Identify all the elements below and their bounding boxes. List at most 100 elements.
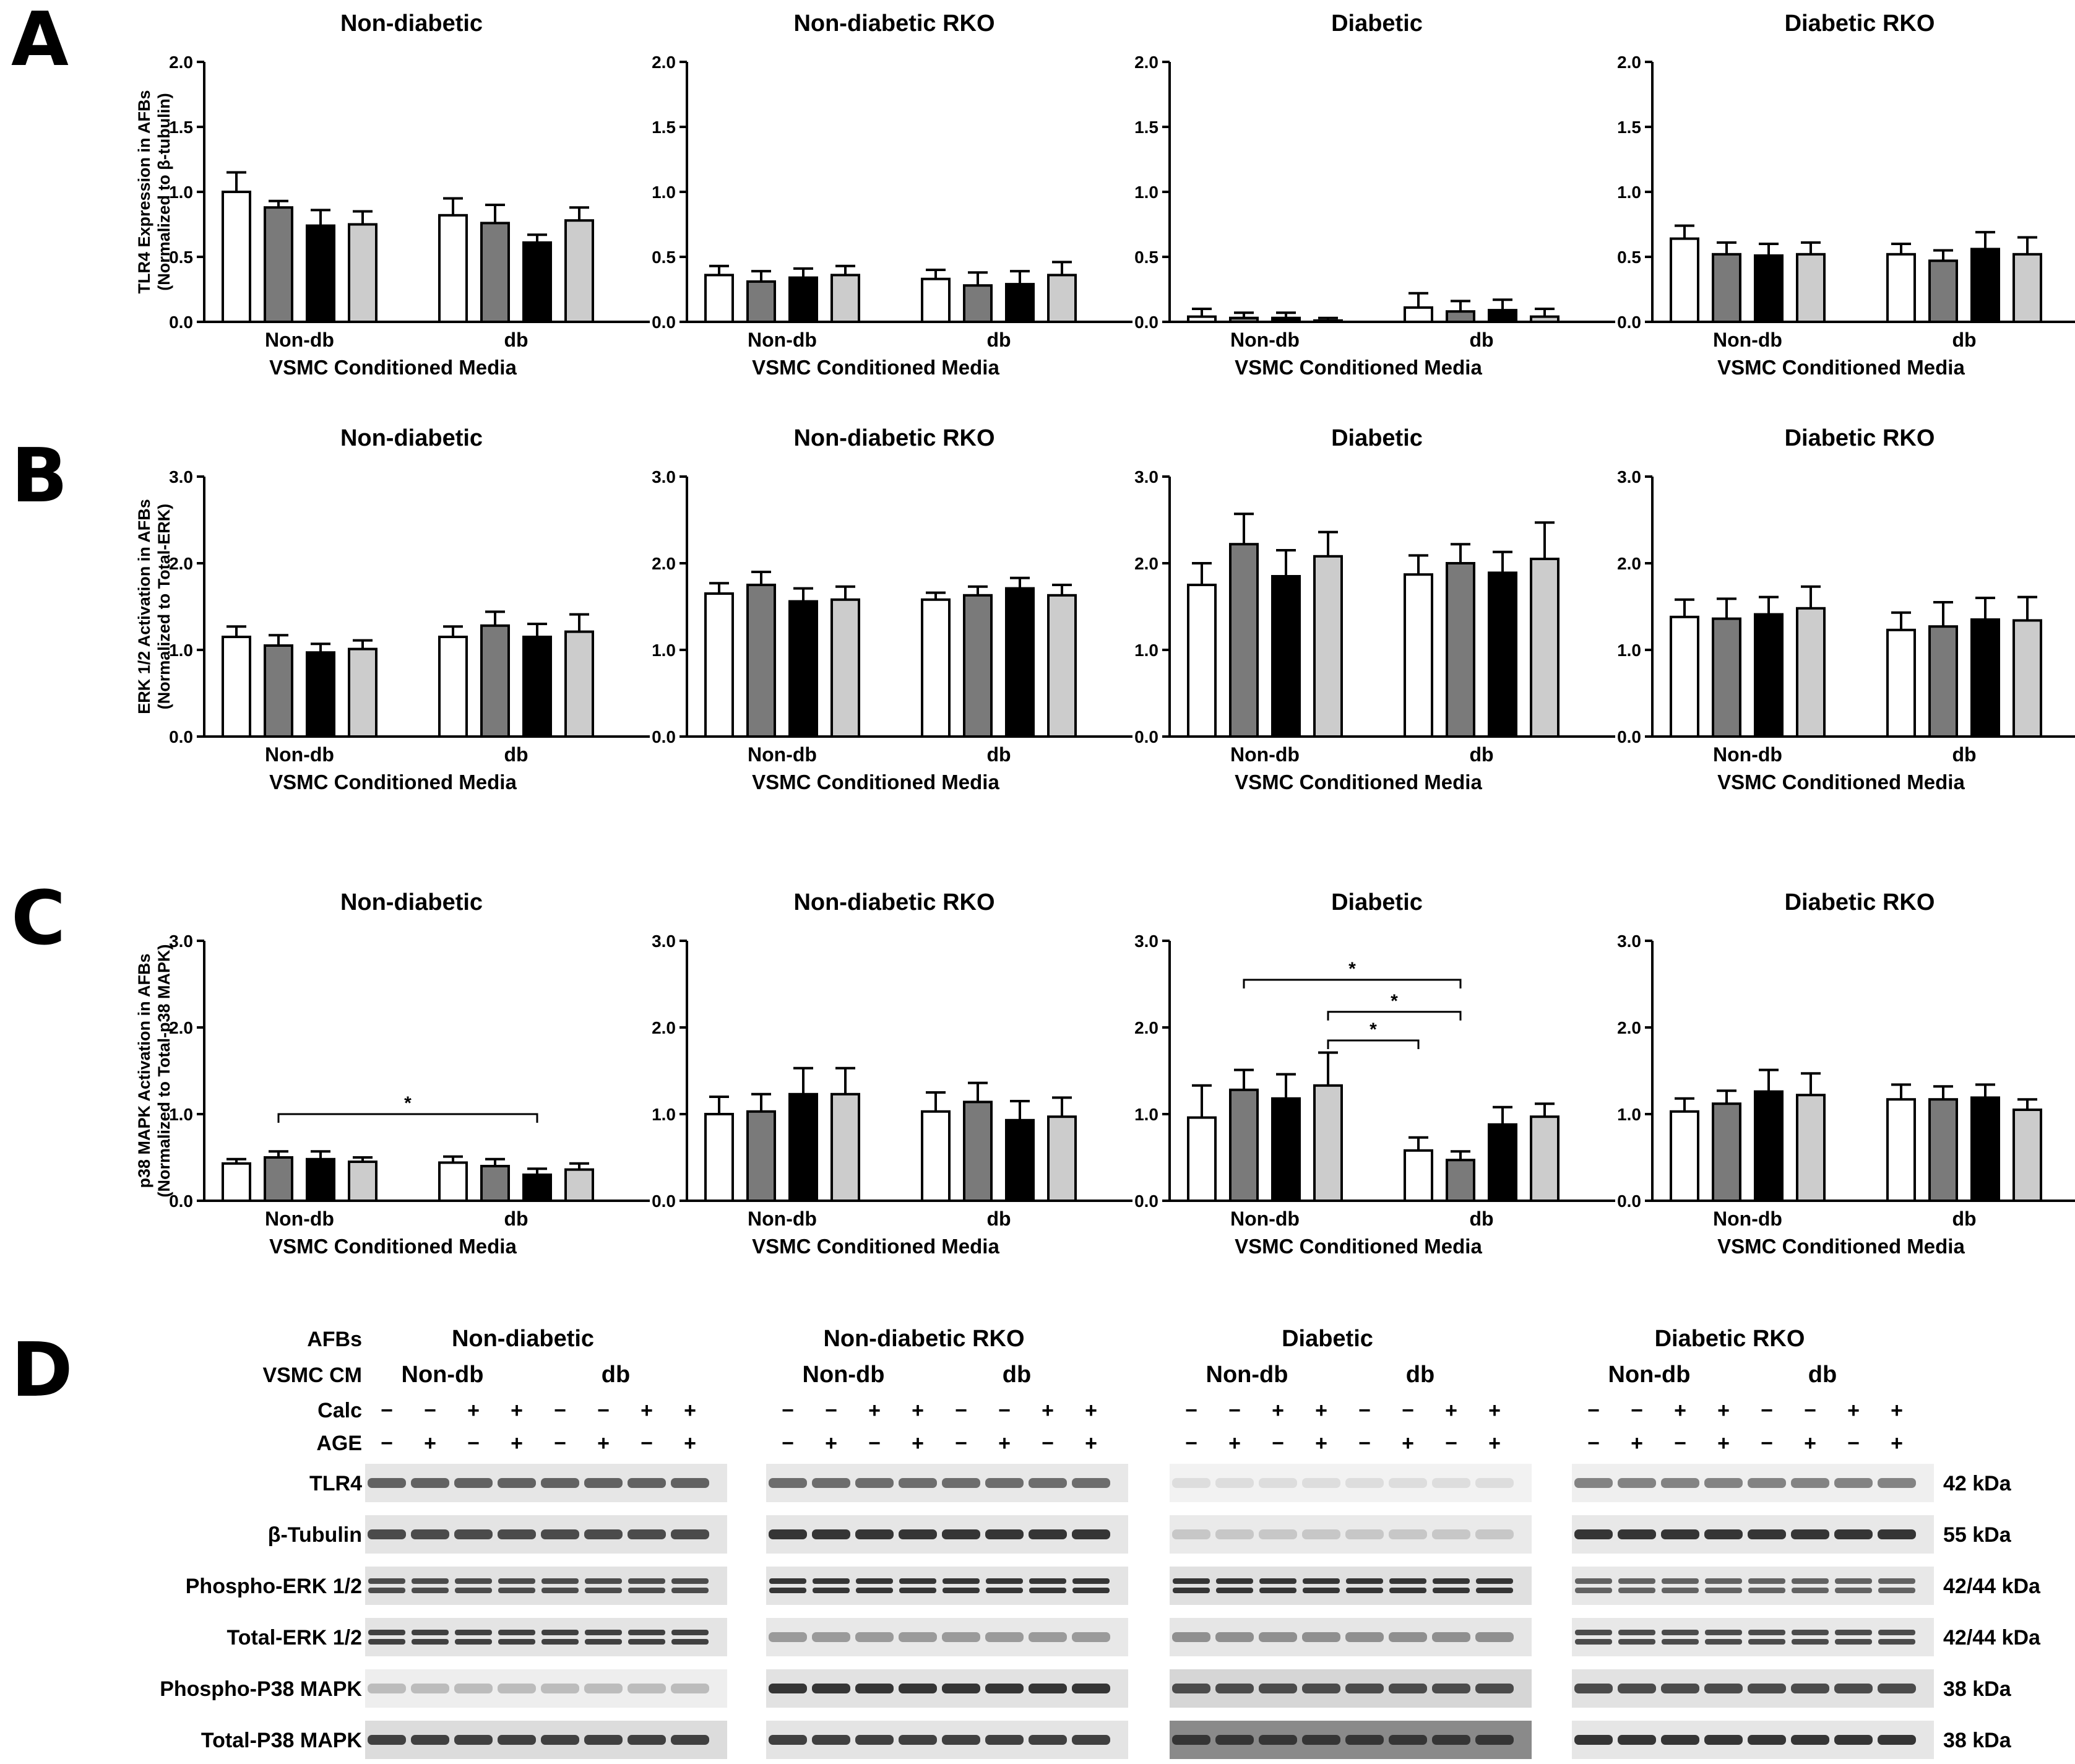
x-axis-title: VSMC Conditioned Media (752, 771, 999, 793)
blot-title: Diabetic RKO (1655, 1326, 1805, 1352)
band (1215, 1529, 1254, 1539)
band (1704, 1529, 1743, 1539)
band (855, 1478, 894, 1488)
blot-strip (1170, 1515, 1532, 1554)
band (1878, 1478, 1916, 1488)
header-vsmc-cm: VSMC CM (262, 1364, 362, 1387)
blot-strip (1572, 1618, 1934, 1656)
band (1835, 1578, 1872, 1584)
bar (1796, 253, 1826, 323)
molecular-weight-label: 42/44 kDa (1943, 1626, 2041, 1649)
band (1215, 1632, 1254, 1642)
blot-row-label: Phospho-ERK 1/2 (186, 1575, 362, 1598)
band (1575, 1630, 1612, 1635)
bar (921, 598, 951, 738)
y-axis-label-line1: TLR4 Expression in AFBs (135, 90, 153, 293)
band (1574, 1684, 1613, 1693)
bar (1313, 319, 1343, 324)
blot-background (1572, 1567, 1934, 1605)
bar (1670, 237, 1699, 323)
blot-strip (1572, 1669, 1934, 1708)
band (899, 1588, 936, 1593)
band (1475, 1735, 1514, 1745)
band (1389, 1588, 1426, 1593)
bar (348, 223, 377, 323)
calc-sign: − (424, 1399, 436, 1422)
band (411, 1478, 449, 1488)
bar (788, 276, 818, 324)
bar (1271, 575, 1301, 738)
band (1072, 1478, 1110, 1488)
calc-sign: − (1587, 1399, 1600, 1422)
band (1259, 1529, 1297, 1539)
chart-title: Non-diabetic RKO (793, 425, 994, 451)
band (541, 1630, 579, 1635)
band (1748, 1684, 1786, 1693)
blot-title: Non-diabetic RKO (823, 1326, 1024, 1352)
band (412, 1630, 449, 1635)
chart-c-3: Diabetic 0.0 1.0 2.0 3.0 Non-db db VSMC Conditi… (1134, 889, 1615, 1258)
band (1259, 1735, 1297, 1745)
band (455, 1578, 492, 1584)
x-axis-title: VSMC Conditioned Media (752, 356, 999, 379)
band (1029, 1578, 1066, 1584)
significance-star: * (1348, 959, 1356, 979)
y-tick-label: 0.5 (1134, 248, 1158, 267)
band (368, 1639, 405, 1645)
bar (480, 1165, 510, 1202)
band (628, 1639, 665, 1645)
band (1618, 1588, 1655, 1593)
band (368, 1735, 406, 1745)
band (1389, 1578, 1426, 1584)
chart-title: Non-diabetic RKO (793, 11, 994, 37)
y-tick-label: 1.0 (1617, 1105, 1641, 1124)
chart-b-3: Diabetic 0.0 1.0 2.0 3.0 Non-db db VSMC Conditi… (1134, 425, 1615, 793)
age-sign: + (1891, 1432, 1903, 1455)
bar (1886, 628, 1916, 738)
blot-strip (1170, 1567, 1532, 1605)
band (1834, 1735, 1873, 1745)
bar (1446, 1159, 1475, 1202)
band (1878, 1684, 1916, 1693)
x-axis-title: VSMC Conditioned Media (1717, 771, 1965, 793)
y-tick-label: 0.0 (1134, 727, 1158, 746)
band (1029, 1684, 1067, 1693)
band (1345, 1684, 1384, 1693)
band (454, 1735, 493, 1745)
band (1216, 1578, 1253, 1584)
calc-sign: + (641, 1399, 653, 1422)
band (1345, 1529, 1384, 1539)
band (1346, 1588, 1383, 1593)
molecular-weight-label: 38 kDa (1943, 1677, 2012, 1701)
bar (1970, 618, 2000, 738)
chart-b-4: Diabetic RKO 0.0 1.0 2.0 3.0 Non-db db VSMC Con… (1617, 425, 2075, 793)
bar (788, 1092, 818, 1203)
bar-chart-panels: TLR4 Expression in AFBs (Normalized to β-… (135, 11, 2075, 1258)
chart-c-1: Non-diabetic 0.0 1.0 2.0 3.0 Non-db db VSMC Con… (169, 889, 650, 1258)
y-tick-label: 3.0 (652, 467, 676, 486)
molecular-weight-label: 38 kDa (1943, 1729, 2012, 1752)
band (812, 1684, 850, 1693)
band (498, 1588, 535, 1593)
band (1302, 1478, 1340, 1488)
y-tick-label: 3.0 (169, 932, 193, 951)
bar (1446, 310, 1475, 324)
x-group-label: db (504, 1208, 528, 1230)
band (671, 1588, 709, 1593)
band (812, 1478, 850, 1488)
x-axis-title: VSMC Conditioned Media (1717, 356, 1965, 379)
bracket-line (1243, 979, 1462, 988)
band (1302, 1632, 1340, 1642)
bar (830, 1092, 860, 1203)
band (1072, 1684, 1110, 1693)
age-sign: − (1272, 1432, 1284, 1455)
y-tick-label: 1.0 (1134, 641, 1158, 660)
blot-strip (365, 1464, 727, 1502)
band (1618, 1735, 1656, 1745)
x-group-label: db (1952, 743, 1976, 766)
band (1574, 1735, 1613, 1745)
band (368, 1630, 405, 1635)
band (671, 1578, 709, 1584)
age-sign: − (1445, 1432, 1457, 1455)
y-tick-label: 1.0 (169, 183, 193, 202)
